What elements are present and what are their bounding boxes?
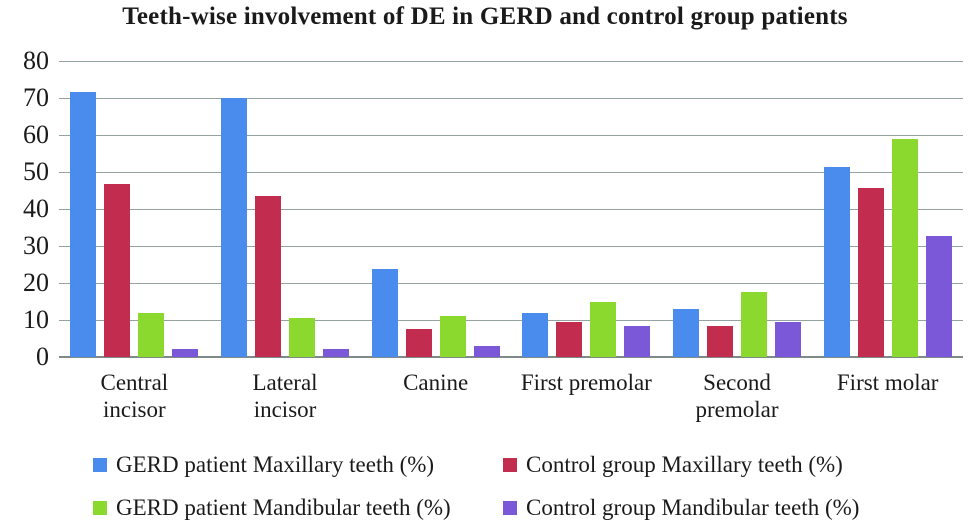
bar [624,326,651,357]
bar-group [210,61,361,357]
bar [255,196,281,357]
bar [172,348,199,357]
category-label: First premolar [520,370,652,395]
legend-swatch [93,501,107,515]
y-axis-tick-label: 20 [23,268,49,297]
bar [707,326,734,357]
legend: GERD patient Maxillary teeth (%) Control … [93,452,859,521]
bar [473,345,500,357]
bar [221,98,247,357]
gridline [59,319,963,321]
y-axis-tick-label: 60 [23,120,49,149]
y-axis-tick-label: 0 [36,342,49,371]
bar-group [812,61,963,357]
legend-swatch [503,458,517,472]
bar [522,312,549,357]
gridline [59,208,963,210]
bar [556,321,583,357]
bar-group [511,61,662,357]
y-axis-tick-label: 30 [23,231,49,260]
y-axis-tick-label: 40 [23,194,49,223]
bar-group [59,61,210,357]
category-label: Canine [403,370,469,395]
legend-item: Control group Maxillary teeth (%) [503,452,859,478]
legend-swatch [93,458,107,472]
bar-group [662,61,813,357]
gridline [59,171,963,173]
bar [823,167,850,357]
y-axis-tick-label: 50 [23,157,49,186]
bar [590,302,617,357]
y-axis-tick-label: 80 [23,46,49,75]
bar [289,317,315,357]
legend-swatch [503,501,517,515]
category-label: First molar [836,370,939,395]
bars-layer [59,61,963,357]
gridline [59,60,963,62]
bar [138,312,165,357]
x-axis-line [59,356,963,358]
bar [70,91,97,357]
legend-label: GERD patient Mandibular teeth (%) [116,495,451,520]
gridline [59,134,963,136]
category-label: Lateral incisor [252,370,318,422]
bar [857,187,884,357]
bar [439,315,466,357]
bar [741,291,768,357]
bar [104,184,131,357]
bar [323,348,349,357]
legend-item: Control group Mandibular teeth (%) [503,495,859,521]
gridline [59,245,963,247]
category-label: Central incisor [100,370,169,422]
chart-title: Teeth-wise involvement of DE in GERD and… [122,3,848,30]
bar [405,329,432,357]
gridline [59,282,963,284]
plot-area: 0 10 20 30 40 50 60 70 80 [23,48,963,370]
legend-label: GERD patient Maxillary teeth (%) [116,452,435,477]
legend-item: GERD patient Maxillary teeth (%) [93,452,503,478]
bar [673,308,700,357]
y-axis-tick-label: 70 [23,83,49,112]
gridline [59,97,963,99]
y-axis-tick-label: 10 [23,305,49,334]
bar [775,321,802,357]
legend-label: Control group Mandibular teeth (%) [526,495,860,520]
bar [371,268,398,357]
bar-group [360,61,511,357]
legend-label: Control group Maxillary teeth (%) [526,452,843,477]
bar [891,138,918,357]
x-axis-labels: Central incisor Lateral incisor Canine Firs… [59,369,963,423]
legend-item: GERD patient Mandibular teeth (%) [93,495,503,521]
bar [925,235,952,357]
category-label: Second premolar [695,370,779,422]
